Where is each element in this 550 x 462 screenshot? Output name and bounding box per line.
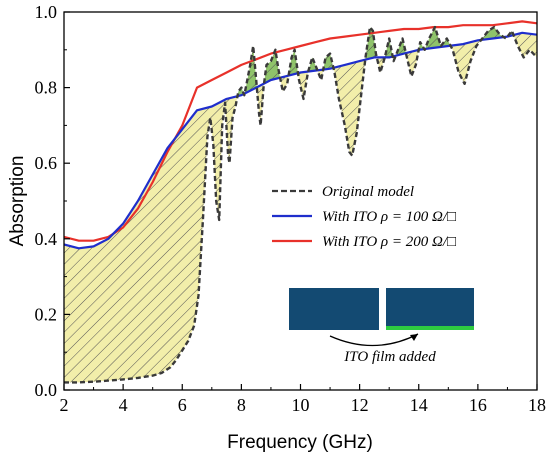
yellow-hatched-region <box>64 32 537 383</box>
series-line-0 <box>64 25 537 384</box>
x-tick-label: 6 <box>178 395 187 415</box>
axes <box>63 11 538 391</box>
y-tick-label: 0.4 <box>35 229 58 249</box>
legend-label-ito-100: With ITO ρ = 100 Ω/□ <box>322 209 456 225</box>
x-tick-label: 10 <box>292 395 310 415</box>
y-axis-title: Absorption <box>7 156 28 247</box>
series-line-1 <box>64 31 537 250</box>
y-tick-label: 1.0 <box>35 2 58 22</box>
inset-caption: ITO film added <box>343 349 436 365</box>
tick-labels: 2 4 6 8 10 12 14 16 18 0.0 0.2 0.4 0.6 0.8 1.0 <box>35 2 547 415</box>
legend: Original model With ITO ρ = 100 Ω/□ With… <box>272 184 456 250</box>
inset-arrow <box>329 333 419 347</box>
x-tick-label: 8 <box>237 395 246 415</box>
fill-regions <box>64 27 537 383</box>
inset-ito-film <box>386 326 474 330</box>
series-line-2 <box>64 20 537 242</box>
x-tick-label: 14 <box>410 395 428 415</box>
y-tick-label: 0.0 <box>35 380 58 400</box>
inset-block-original <box>289 288 379 330</box>
x-tick-label: 2 <box>60 395 69 415</box>
inset-diagram: ITO film added <box>289 288 474 365</box>
x-tick-label: 16 <box>469 395 487 415</box>
x-tick-label: 12 <box>351 395 369 415</box>
series-layer <box>64 20 537 384</box>
legend-label-ito-200: With ITO ρ = 200 Ω/□ <box>322 234 456 250</box>
inset-arrowhead <box>410 334 418 341</box>
y-tick-label: 0.6 <box>35 153 58 173</box>
inset-block-ito <box>386 288 474 326</box>
x-tick-label: 4 <box>119 395 128 415</box>
y-tick-label: 0.8 <box>35 78 58 98</box>
x-axis-title: Frequency (GHz) <box>227 432 373 453</box>
legend-label-original: Original model <box>322 184 414 200</box>
x-tick-label: 18 <box>528 395 546 415</box>
y-tick-label: 0.2 <box>35 304 58 324</box>
